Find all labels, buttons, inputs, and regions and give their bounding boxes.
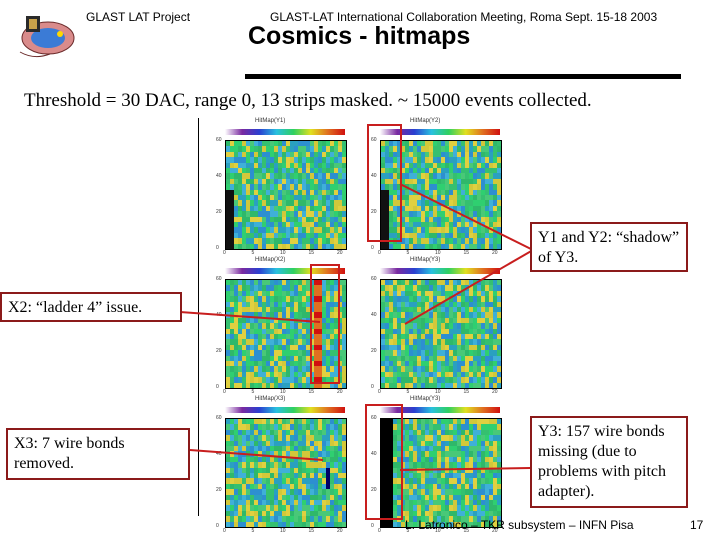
color-scale-bar bbox=[380, 268, 500, 274]
y-tick-label: 0 bbox=[216, 523, 219, 529]
x-tick-label: 10 bbox=[280, 528, 286, 534]
y-tick-label: 0 bbox=[371, 384, 374, 390]
y-tick-label: 20 bbox=[216, 209, 222, 215]
footer-author: L. Latronico – TKR subsystem – INFN Pisa bbox=[405, 518, 634, 532]
x-tick-label: 5 bbox=[406, 389, 410, 395]
hitmap-image bbox=[380, 279, 502, 389]
hitmap-panel-y3: HitMap(Y3) 0 5 10 15 20 60 40 20 0 bbox=[370, 396, 530, 534]
hitmap-panel-x2: HitMap(X2) 0 5 10 15 20 60 40 20 0 bbox=[215, 257, 375, 395]
hitmap-title: HitMap(Y2) bbox=[410, 118, 441, 124]
x-tick-label: 10 bbox=[435, 389, 441, 395]
color-scale-bar bbox=[225, 129, 345, 135]
hitmap-panel-y1: HitMap(Y1) 0 5 10 15 20 60 40 20 0 bbox=[215, 118, 375, 256]
x-tick-label: 15 bbox=[308, 389, 315, 395]
x-tick-label: 20 bbox=[492, 389, 498, 395]
hitmap-panel-x3: HitMap(X3) 0 5 10 15 20 60 40 20 0 bbox=[215, 396, 375, 534]
hitmap-image bbox=[380, 418, 502, 528]
color-scale-bar bbox=[225, 407, 345, 413]
x-tick-label: 5 bbox=[251, 528, 255, 534]
x-tick-label: 0 bbox=[378, 528, 381, 534]
y-tick-label: 20 bbox=[371, 348, 377, 354]
x-tick-label: 0 bbox=[223, 250, 226, 256]
x-tick-label: 15 bbox=[463, 389, 470, 395]
x-tick-label: 20 bbox=[492, 528, 498, 534]
y-tick-label: 0 bbox=[371, 245, 374, 251]
x-tick-label: 10 bbox=[280, 389, 286, 395]
color-scale-bar bbox=[380, 129, 500, 135]
y-tick-label: 60 bbox=[216, 276, 222, 282]
y-tick-label: 40 bbox=[371, 173, 377, 179]
x-tick-label: 20 bbox=[337, 528, 343, 534]
x-tick-label: 5 bbox=[406, 250, 410, 256]
x-tick-label: 0 bbox=[378, 250, 381, 256]
y-tick-label: 60 bbox=[371, 276, 377, 282]
hitmap-image bbox=[225, 418, 347, 528]
slide-subtitle: Threshold = 30 DAC, range 0, 13 strips m… bbox=[24, 90, 592, 111]
y-tick-label: 0 bbox=[216, 245, 219, 251]
x-tick-label: 10 bbox=[280, 250, 286, 256]
x-tick-label: 20 bbox=[337, 389, 343, 395]
callout-y1-y2: Y1 and Y2: “shadow” of Y3. bbox=[530, 222, 688, 272]
y-tick-label: 60 bbox=[216, 137, 222, 143]
hitmap-title: HitMap(Y3) bbox=[410, 396, 441, 402]
y-tick-label: 40 bbox=[216, 173, 222, 179]
glast-logo bbox=[14, 8, 78, 64]
y-tick-label: 40 bbox=[371, 451, 377, 457]
hitmap-title: HitMap(Y1) bbox=[255, 118, 286, 124]
y-tick-label: 60 bbox=[216, 415, 222, 421]
x-tick-label: 10 bbox=[435, 528, 441, 534]
highlight-y3 bbox=[365, 404, 403, 520]
x-tick-label: 0 bbox=[223, 389, 226, 395]
color-scale-bar bbox=[380, 407, 500, 413]
hitmap-panel-y3a: HitMap(Y3) 0 5 10 15 20 60 40 20 0 bbox=[370, 257, 530, 395]
figure-left-border bbox=[198, 118, 199, 516]
x-tick-label: 5 bbox=[251, 389, 255, 395]
hitmap-title: HitMap(X2) bbox=[255, 257, 286, 263]
color-scale-bar bbox=[225, 268, 345, 274]
x-tick-label: 15 bbox=[308, 250, 315, 256]
y-tick-label: 20 bbox=[371, 209, 377, 215]
title-rule bbox=[245, 74, 681, 79]
project-label: GLAST LAT Project bbox=[86, 10, 191, 24]
y-tick-label: 40 bbox=[216, 451, 222, 457]
y-tick-label: 20 bbox=[216, 487, 222, 493]
x-tick-label: 15 bbox=[463, 528, 470, 534]
hitmap-title: HitMap(X3) bbox=[255, 396, 286, 402]
meeting-label: GLAST-LAT International Collaboration Me… bbox=[270, 10, 658, 24]
hitmap-image bbox=[225, 140, 347, 250]
highlight-x2 bbox=[310, 264, 340, 384]
page-number: 17 bbox=[690, 518, 704, 532]
y-tick-label: 20 bbox=[371, 487, 377, 493]
x-tick-label: 20 bbox=[492, 250, 498, 256]
slide-title: Cosmics - hitmaps bbox=[248, 22, 471, 50]
y-tick-label: 0 bbox=[371, 523, 374, 529]
y-tick-label: 60 bbox=[371, 415, 377, 421]
x-tick-label: 5 bbox=[406, 528, 410, 534]
highlight-y1 bbox=[367, 124, 402, 242]
y-tick-label: 40 bbox=[371, 312, 377, 318]
callout-y3: Y3: 157 wire bonds missing (due to probl… bbox=[530, 416, 688, 508]
y-tick-label: 20 bbox=[216, 348, 222, 354]
x-tick-label: 15 bbox=[308, 528, 315, 534]
callout-x3: X3: 7 wire bonds removed. bbox=[6, 428, 190, 480]
x-tick-label: 5 bbox=[251, 250, 255, 256]
x-tick-label: 0 bbox=[223, 528, 226, 534]
y-tick-label: 60 bbox=[371, 137, 377, 143]
x-tick-label: 10 bbox=[435, 250, 441, 256]
hitmap-title: HitMap(Y3) bbox=[410, 257, 441, 263]
x-tick-label: 15 bbox=[463, 250, 470, 256]
x-tick-label: 20 bbox=[337, 250, 343, 256]
y-tick-label: 0 bbox=[216, 384, 219, 390]
x-tick-label: 0 bbox=[378, 389, 381, 395]
callout-x2: X2: “ladder 4” issue. bbox=[0, 292, 182, 322]
y-tick-label: 40 bbox=[216, 312, 222, 318]
